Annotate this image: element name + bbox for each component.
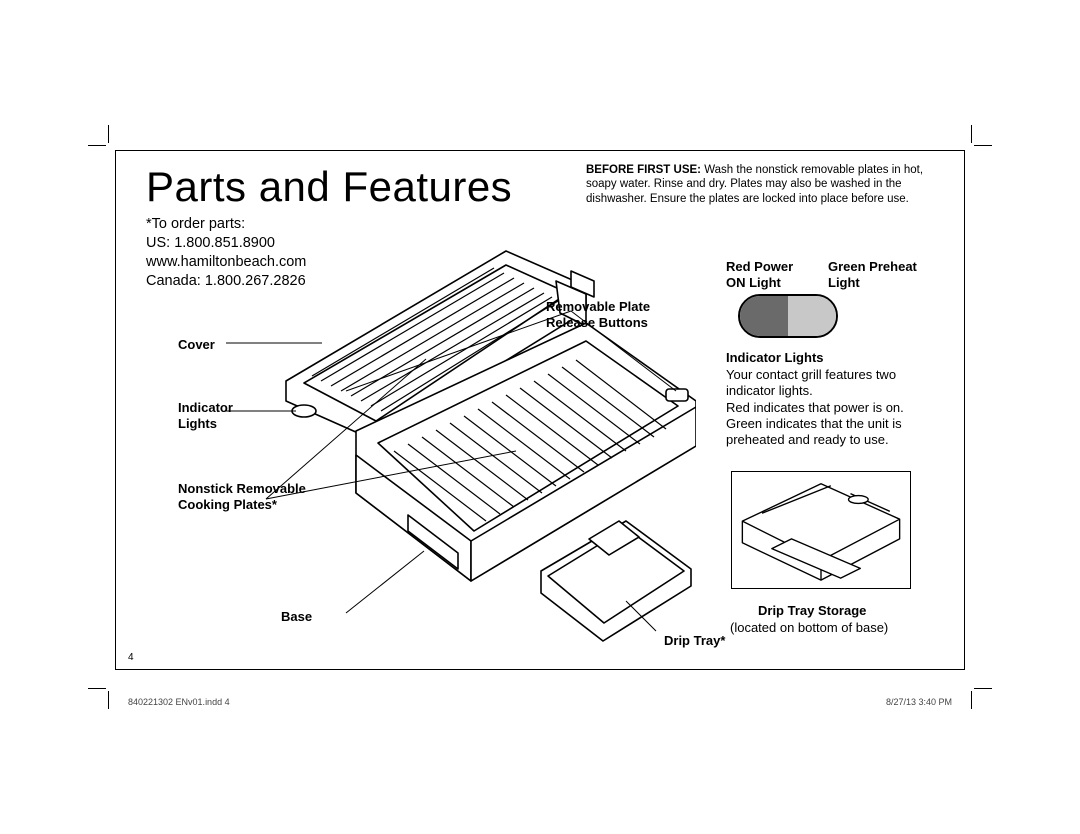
label-release-buttons: Removable Plate Release Buttons	[546, 299, 676, 330]
page-title: Parts and Features	[146, 163, 512, 211]
drip-tray-storage-diagram	[731, 471, 911, 589]
green-light-icon	[788, 296, 836, 336]
grill-diagram	[226, 231, 696, 651]
manual-page: Parts and Features *To order parts: US: …	[115, 150, 965, 670]
label-cooking-plates: Nonstick Removable Cooking Plates*	[178, 481, 328, 512]
footer-filename: 840221302 ENv01.indd 4	[128, 697, 230, 707]
label-indicator-lights: Indicator Lights	[178, 400, 233, 431]
drip-storage-heading: Drip Tray Storage	[758, 603, 866, 619]
page-number: 4	[128, 652, 134, 663]
label-red-light: Red Power ON Light	[726, 259, 816, 290]
label-drip-tray: Drip Tray*	[664, 633, 725, 649]
red-light-icon	[740, 296, 788, 336]
drip-storage-text: (located on bottom of base)	[730, 620, 888, 635]
indicator-lights-heading: Indicator Lights	[726, 350, 824, 366]
label-base: Base	[281, 609, 312, 625]
label-green-light: Green Preheat Light	[828, 259, 928, 290]
indicator-lights-text: Your contact grill features two indicato…	[726, 367, 936, 448]
label-cover: Cover	[178, 337, 215, 353]
indicator-lights-icon	[738, 294, 838, 338]
footer-timestamp: 8/27/13 3:40 PM	[886, 697, 952, 707]
before-first-use: BEFORE FIRST USE: Wash the nonstick remo…	[586, 163, 941, 206]
before-heading: BEFORE FIRST USE:	[586, 164, 701, 176]
